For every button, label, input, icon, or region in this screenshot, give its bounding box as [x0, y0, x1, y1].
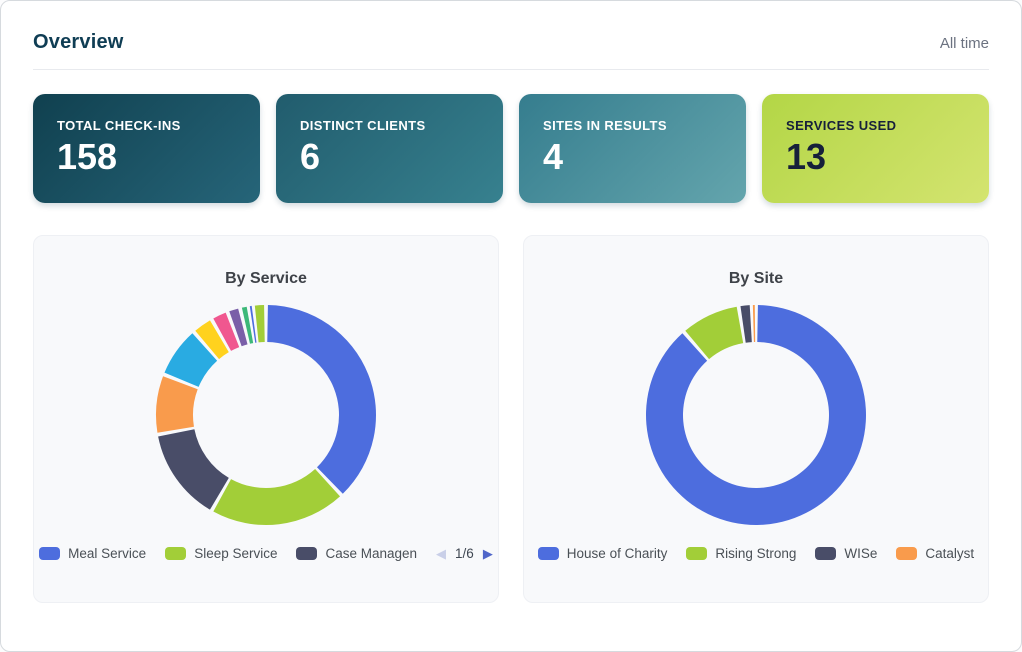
- header-divider: [33, 69, 989, 70]
- donut-segment[interactable]: [740, 305, 752, 343]
- legend-swatch: [296, 547, 318, 560]
- legend-label: Catalyst: [925, 546, 975, 561]
- legend-item[interactable]: Sleep Service: [165, 546, 277, 561]
- pager-prev-icon[interactable]: ◀: [436, 546, 447, 561]
- chart-panel-by-site: By Site House of Charity Rising Strong WISe…: [523, 235, 989, 603]
- legend-item[interactable]: Meal Service: [39, 546, 146, 561]
- donut-segment[interactable]: [155, 376, 198, 433]
- pager-next-icon[interactable]: ▶: [482, 546, 493, 561]
- donut-segment[interactable]: [195, 320, 229, 360]
- legend-swatch: [537, 547, 559, 560]
- legend-pager: ◀ 1/6 ▶: [436, 546, 493, 561]
- donut-segment[interactable]: [164, 333, 218, 387]
- legend-swatch: [39, 547, 61, 560]
- legend-swatch: [896, 547, 918, 560]
- stat-card-value: 4: [543, 136, 564, 177]
- stat-card-value: 158: [57, 136, 118, 177]
- stat-card: SERVICES USED 13: [762, 94, 989, 203]
- donut-segment[interactable]: [752, 305, 756, 343]
- legend-label: Sleep Service: [194, 546, 278, 561]
- legend-item[interactable]: Case Managen: [296, 546, 417, 561]
- chart-title: By Service: [225, 270, 307, 287]
- donut-segment[interactable]: [229, 308, 248, 347]
- legend-swatch: [165, 547, 187, 560]
- donut-segment[interactable]: [158, 429, 229, 510]
- stat-card-value: 13: [786, 136, 827, 177]
- legend-label: Meal Service: [68, 546, 147, 561]
- stat-card-row: TOTAL CHECK-INS 158 DISTINCT CLIENTS 6 SITES…: [1, 70, 1021, 203]
- time-range-label: All time: [939, 35, 989, 52]
- page-title: Overview: [33, 31, 124, 53]
- legend-item[interactable]: WISe: [815, 546, 877, 561]
- donut-chart[interactable]: [151, 300, 381, 530]
- donut-segment[interactable]: [213, 312, 240, 351]
- chart-title: By Site: [728, 270, 784, 287]
- stat-card-value: 6: [300, 136, 321, 177]
- legend-label: House of Charity: [566, 546, 668, 561]
- legend-label: WISe: [844, 546, 878, 561]
- charts-row: By Service Meal Service Sleep Service Case …: [1, 203, 1021, 603]
- pager-page-indicator: 1/6: [455, 546, 474, 561]
- donut-segment[interactable]: [241, 306, 254, 344]
- stat-card-label: SITES IN RESULTS: [543, 118, 667, 133]
- stat-card-label: TOTAL CHECK-INS: [57, 118, 181, 133]
- donut-segment[interactable]: [267, 305, 376, 494]
- donut-chart[interactable]: [641, 300, 871, 530]
- stat-card-label: DISTINCT CLIENTS: [300, 118, 426, 133]
- header: Overview All time: [1, 1, 1021, 69]
- donut-segment[interactable]: [213, 469, 341, 526]
- donut-segment[interactable]: [249, 305, 257, 343]
- stat-card: DISTINCT CLIENTS 6: [276, 94, 503, 203]
- legend-swatch: [686, 547, 708, 560]
- donut-segment[interactable]: [645, 305, 866, 526]
- chart-legend: House of Charity Rising Strong WISe Catalys…: [537, 546, 974, 561]
- stat-card-label: SERVICES USED: [786, 118, 897, 133]
- legend-label: Rising Strong: [715, 546, 797, 561]
- stat-card: SITES IN RESULTS 4: [519, 94, 746, 203]
- legend-item[interactable]: Catalyst: [896, 546, 974, 561]
- legend-item[interactable]: House of Charity: [537, 546, 668, 561]
- chart-legend: Meal Service Sleep Service Case Managen ◀ 1/…: [39, 546, 493, 561]
- legend-swatch: [815, 547, 837, 560]
- chart-panel-by-service: By Service Meal Service Sleep Service Case …: [33, 235, 499, 603]
- donut-segment[interactable]: [685, 306, 744, 360]
- stat-card: TOTAL CHECK-INS 158: [33, 94, 260, 203]
- donut-segment[interactable]: [254, 305, 265, 343]
- legend-label: Case Managen: [325, 546, 418, 561]
- legend-item[interactable]: Rising Strong: [686, 546, 796, 561]
